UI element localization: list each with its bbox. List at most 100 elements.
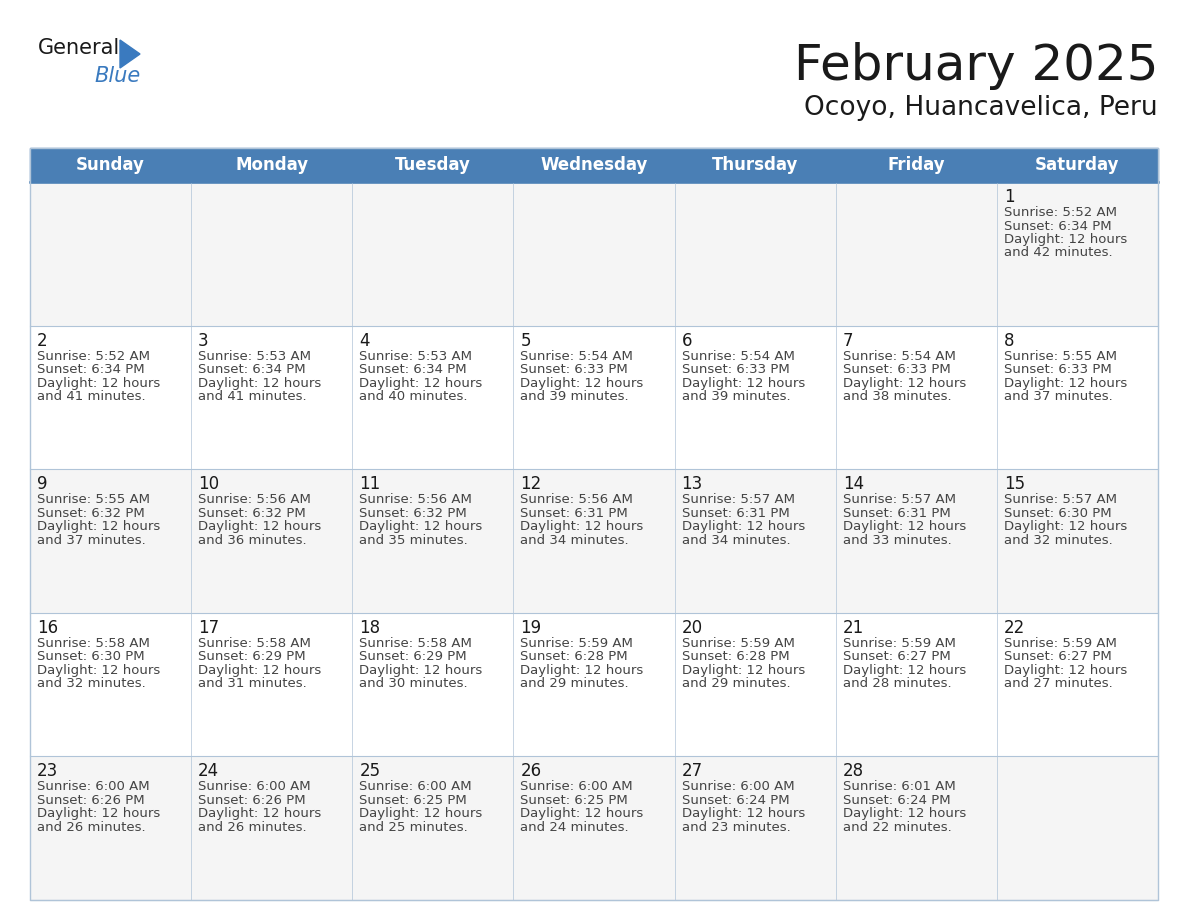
Text: 13: 13 [682, 476, 703, 493]
Text: Daylight: 12 hours: Daylight: 12 hours [682, 664, 804, 677]
Text: and 28 minutes.: and 28 minutes. [842, 677, 952, 690]
Text: 21: 21 [842, 619, 864, 637]
Bar [835, 469, 997, 613]
Text: Daylight: 12 hours: Daylight: 12 hours [682, 376, 804, 389]
Text: Tuesday: Tuesday [394, 156, 470, 174]
Text: Sunrise: 6:00 AM: Sunrise: 6:00 AM [37, 780, 150, 793]
Text: Sunset: 6:27 PM: Sunset: 6:27 PM [1004, 650, 1112, 664]
Text: Wednesday: Wednesday [541, 156, 647, 174]
Text: Daylight: 12 hours: Daylight: 12 hours [37, 664, 160, 677]
Text: and 40 minutes.: and 40 minutes. [359, 390, 468, 403]
Bar [675, 756, 835, 900]
Text: and 42 minutes.: and 42 minutes. [1004, 247, 1112, 260]
Bar [675, 613, 835, 756]
Bar [353, 613, 513, 756]
Text: Daylight: 12 hours: Daylight: 12 hours [1004, 664, 1127, 677]
Text: 5: 5 [520, 331, 531, 350]
Text: and 26 minutes.: and 26 minutes. [37, 821, 146, 834]
Bar [353, 756, 513, 900]
Bar [191, 326, 353, 469]
Text: Sunset: 6:29 PM: Sunset: 6:29 PM [359, 650, 467, 664]
Text: and 27 minutes.: and 27 minutes. [1004, 677, 1113, 690]
Text: 23: 23 [37, 763, 58, 780]
Text: 14: 14 [842, 476, 864, 493]
Text: and 24 minutes.: and 24 minutes. [520, 821, 630, 834]
Bar [191, 148, 353, 182]
Text: Daylight: 12 hours: Daylight: 12 hours [842, 808, 966, 821]
Text: 8: 8 [1004, 331, 1015, 350]
Bar [675, 326, 835, 469]
Text: and 41 minutes.: and 41 minutes. [198, 390, 307, 403]
Text: Daylight: 12 hours: Daylight: 12 hours [359, 376, 482, 389]
Text: Sunset: 6:30 PM: Sunset: 6:30 PM [37, 650, 145, 664]
Text: Daylight: 12 hours: Daylight: 12 hours [37, 808, 160, 821]
Text: Sunrise: 5:53 AM: Sunrise: 5:53 AM [359, 350, 473, 363]
Text: Sunrise: 5:53 AM: Sunrise: 5:53 AM [198, 350, 311, 363]
Bar [353, 182, 513, 326]
Text: Sunset: 6:33 PM: Sunset: 6:33 PM [1004, 364, 1112, 376]
Bar [997, 469, 1158, 613]
Text: and 37 minutes.: and 37 minutes. [1004, 390, 1113, 403]
Text: Sunset: 6:25 PM: Sunset: 6:25 PM [520, 794, 628, 807]
Text: Sunday: Sunday [76, 156, 145, 174]
Text: Sunset: 6:34 PM: Sunset: 6:34 PM [37, 364, 145, 376]
Text: Sunset: 6:28 PM: Sunset: 6:28 PM [520, 650, 628, 664]
Text: and 29 minutes.: and 29 minutes. [682, 677, 790, 690]
Text: Daylight: 12 hours: Daylight: 12 hours [842, 521, 966, 533]
Text: Daylight: 12 hours: Daylight: 12 hours [520, 664, 644, 677]
Text: and 23 minutes.: and 23 minutes. [682, 821, 790, 834]
Text: 20: 20 [682, 619, 702, 637]
Bar [675, 148, 835, 182]
Bar [513, 182, 675, 326]
Text: Sunrise: 6:00 AM: Sunrise: 6:00 AM [682, 780, 795, 793]
Bar [513, 326, 675, 469]
Text: Sunset: 6:31 PM: Sunset: 6:31 PM [682, 507, 789, 520]
Text: and 37 minutes.: and 37 minutes. [37, 533, 146, 547]
Text: Sunrise: 5:57 AM: Sunrise: 5:57 AM [682, 493, 795, 506]
Text: 4: 4 [359, 331, 369, 350]
Text: Saturday: Saturday [1035, 156, 1119, 174]
Text: Sunset: 6:32 PM: Sunset: 6:32 PM [198, 507, 305, 520]
Text: General: General [38, 38, 120, 58]
Text: 9: 9 [37, 476, 48, 493]
Bar [353, 469, 513, 613]
Text: Blue: Blue [94, 66, 140, 86]
Text: and 22 minutes.: and 22 minutes. [842, 821, 952, 834]
Text: Sunset: 6:31 PM: Sunset: 6:31 PM [842, 507, 950, 520]
Bar [30, 148, 1158, 900]
Text: 26: 26 [520, 763, 542, 780]
Text: Daylight: 12 hours: Daylight: 12 hours [1004, 233, 1127, 246]
Text: Sunrise: 5:59 AM: Sunrise: 5:59 AM [682, 637, 795, 650]
Text: Sunrise: 5:59 AM: Sunrise: 5:59 AM [520, 637, 633, 650]
Bar [353, 148, 513, 182]
Text: Daylight: 12 hours: Daylight: 12 hours [198, 521, 322, 533]
Text: 11: 11 [359, 476, 380, 493]
Text: and 38 minutes.: and 38 minutes. [842, 390, 952, 403]
Text: and 35 minutes.: and 35 minutes. [359, 533, 468, 547]
Text: 25: 25 [359, 763, 380, 780]
Text: and 39 minutes.: and 39 minutes. [520, 390, 630, 403]
Text: and 31 minutes.: and 31 minutes. [198, 677, 307, 690]
Text: Sunset: 6:26 PM: Sunset: 6:26 PM [198, 794, 305, 807]
Bar [353, 326, 513, 469]
Text: Sunrise: 5:58 AM: Sunrise: 5:58 AM [198, 637, 311, 650]
Text: and 26 minutes.: and 26 minutes. [198, 821, 307, 834]
Text: Sunrise: 5:59 AM: Sunrise: 5:59 AM [842, 637, 955, 650]
Bar [30, 148, 1158, 182]
Text: 18: 18 [359, 619, 380, 637]
Text: Daylight: 12 hours: Daylight: 12 hours [198, 376, 322, 389]
Text: 2: 2 [37, 331, 48, 350]
Bar [675, 182, 835, 326]
Text: Sunrise: 5:52 AM: Sunrise: 5:52 AM [1004, 206, 1117, 219]
Text: Sunset: 6:34 PM: Sunset: 6:34 PM [1004, 219, 1112, 232]
Bar [30, 613, 191, 756]
Text: Sunset: 6:34 PM: Sunset: 6:34 PM [198, 364, 305, 376]
Text: and 41 minutes.: and 41 minutes. [37, 390, 146, 403]
Text: 7: 7 [842, 331, 853, 350]
Text: Daylight: 12 hours: Daylight: 12 hours [682, 521, 804, 533]
Text: Sunrise: 5:59 AM: Sunrise: 5:59 AM [1004, 637, 1117, 650]
Bar [30, 469, 191, 613]
Bar [513, 469, 675, 613]
Bar [513, 756, 675, 900]
Text: Sunrise: 5:55 AM: Sunrise: 5:55 AM [37, 493, 150, 506]
